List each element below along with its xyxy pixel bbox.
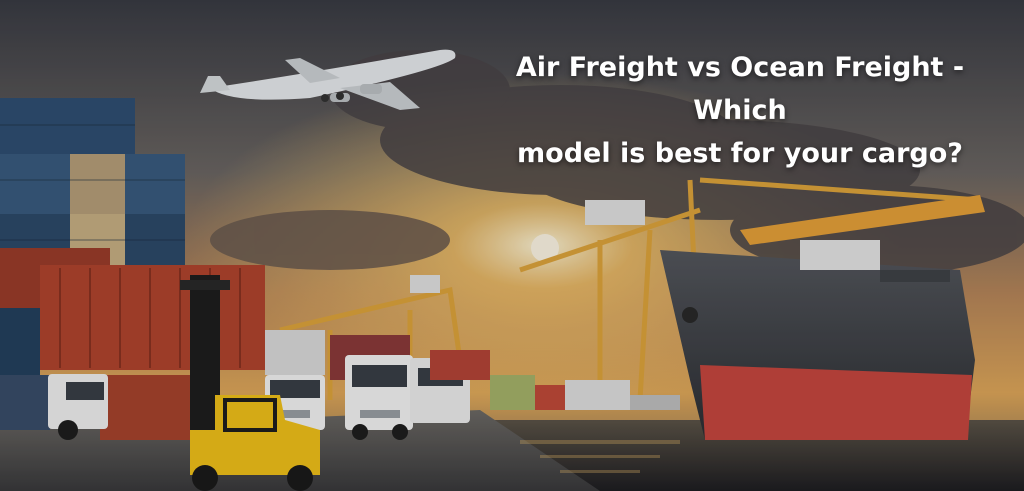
truck-white-3: [410, 350, 490, 423]
truck-left: [0, 374, 108, 440]
sun: [531, 234, 559, 262]
water-reflections: [520, 440, 680, 473]
crane-cabins: [410, 200, 645, 293]
airplane: [200, 49, 456, 110]
forklift: [180, 275, 320, 491]
banner-title-line2: model is best for your cargo?: [517, 138, 963, 170]
truck-white-1: [265, 330, 325, 430]
truck-white-2: [330, 335, 413, 440]
containers-dock: [490, 375, 680, 410]
cargo-ship: [660, 195, 985, 440]
banner-title-line1: Air Freight vs Ocean Freight - Which: [515, 52, 965, 127]
banner-title: Air Freight vs Ocean Freight - Which mod…: [470, 46, 1010, 175]
container-lower: [100, 375, 190, 440]
